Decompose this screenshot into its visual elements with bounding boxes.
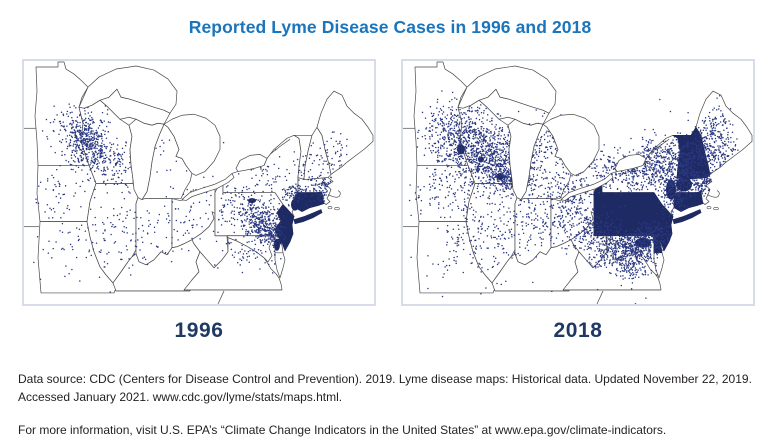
case-dot-cluster (410, 198, 521, 298)
cape-cod-outline (706, 190, 720, 198)
case-dot-cluster (455, 181, 538, 268)
case-dot-cluster (568, 208, 629, 262)
cape-cod-outline (327, 190, 341, 198)
case-dots-layer (403, 90, 746, 304)
lake-erie (181, 173, 235, 201)
case-dot-cluster (85, 196, 159, 269)
map-1996-block: 1996 (22, 59, 376, 343)
map-2018-canvas (401, 59, 755, 306)
lake-superior (78, 65, 178, 114)
case-dot-cluster (41, 89, 116, 167)
lyme-map-2018 (403, 61, 753, 304)
case-dot-cluster (33, 207, 141, 293)
border-lines-layer (403, 127, 670, 304)
case-dot-cluster (611, 252, 658, 280)
map-1996-canvas (22, 59, 376, 306)
case-dot-cluster (35, 168, 96, 214)
year-label-1996: 1996 (174, 319, 224, 342)
case-dot-cluster (288, 142, 322, 190)
case-dot-cluster (598, 229, 653, 266)
island-outline (713, 207, 719, 211)
year-label-2018: 2018 (553, 319, 603, 342)
island-outline (327, 206, 333, 210)
case-dot-cluster (251, 221, 287, 249)
case-dot-cluster (666, 132, 709, 195)
case-dot-cluster (282, 183, 311, 207)
case-dot-cluster (186, 176, 294, 216)
caption-more-info: For more information, visit U.S. EPA’s “… (18, 423, 667, 437)
caption-data-source: Data source: CDC (Centers for Disease Co… (18, 372, 752, 404)
state-DMV (653, 252, 665, 279)
lake-michigan (128, 118, 165, 200)
case-dot-cluster (574, 144, 700, 196)
solid-state-LI (672, 209, 702, 224)
state-border-line (648, 139, 670, 155)
case-dot-cluster (214, 230, 288, 274)
state-border-line (217, 290, 225, 304)
lake-huron (163, 113, 221, 176)
case-dot-cluster (416, 90, 501, 182)
case-dot-cluster (629, 128, 688, 181)
lake-superior (457, 65, 557, 114)
solid-density-layer (248, 191, 325, 252)
island-outline (334, 207, 340, 211)
lake-ontario (235, 154, 268, 172)
lyme-map-1996 (24, 61, 374, 304)
state-ME (316, 90, 374, 175)
case-dot-cluster (217, 194, 284, 234)
lake-ontario (614, 154, 647, 172)
great-lakes-layer (457, 65, 647, 201)
maps-row: 1996 2018 (22, 59, 755, 343)
state-DMV (274, 252, 286, 279)
border-lines-layer (24, 127, 291, 304)
case-dot-cluster (700, 94, 735, 143)
state-border-line (596, 290, 604, 304)
map-2018-block: 2018 (401, 59, 755, 343)
state-IA (415, 165, 476, 223)
figure-title: Reported Lyme Disease Cases in 1996 and … (188, 17, 592, 37)
solid-state-LI (293, 209, 323, 224)
case-dot-cluster (654, 149, 697, 226)
great-lakes-layer (78, 65, 268, 201)
case-dot-cluster (229, 155, 310, 192)
case-dot-cluster (635, 217, 676, 249)
lake-erie (560, 173, 614, 201)
solid-density-blob (291, 198, 299, 211)
lake-huron (542, 113, 600, 176)
island-outline (706, 206, 712, 210)
case-dot-cluster (403, 168, 479, 221)
lake-michigan (507, 118, 544, 200)
state-border-line (269, 139, 291, 155)
